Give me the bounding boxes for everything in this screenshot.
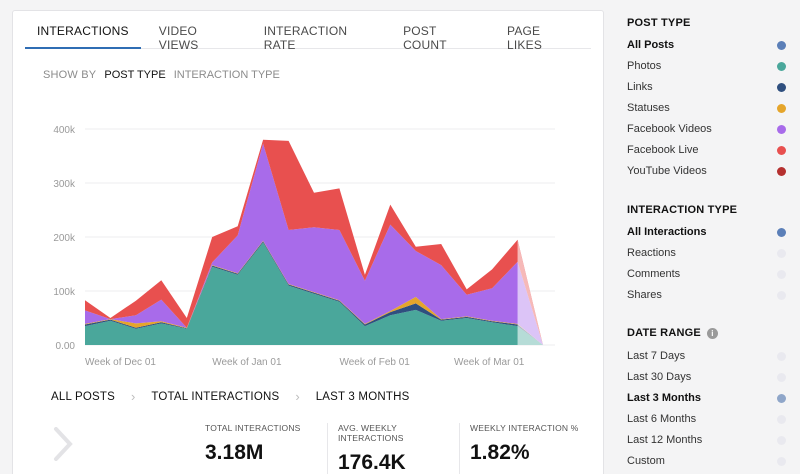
tab-post-count[interactable]: POST COUNT [403, 24, 447, 52]
tab-interactions[interactable]: INTERACTIONS [25, 11, 141, 49]
interaction-type-heading: INTERACTION TYPE [627, 204, 738, 216]
x-tick-label: Week of Feb 01 [339, 357, 410, 368]
date-range-last-6-months[interactable]: Last 6 Months [627, 413, 787, 425]
show-by-interaction-type[interactable]: INTERACTION TYPE [173, 69, 280, 81]
tab-video-views[interactable]: VIDEO VIEWS [158, 24, 199, 52]
post-type-facebook-videos[interactable]: Facebook Videos [627, 123, 787, 135]
color-dot [777, 146, 786, 155]
summary-stats: TOTAL INTERACTIONS 3.18M AVG. WEEKLY INT… [195, 423, 591, 474]
x-tick-label: Week of Dec 01 [85, 357, 156, 368]
y-tick-label: 0.00 [56, 341, 76, 352]
chevron-right-icon: › [131, 389, 136, 404]
date-range-last-30-days[interactable]: Last 30 Days [627, 371, 787, 383]
interaction-type-all-interactions[interactable]: All Interactions [627, 226, 787, 238]
filter-option-label: Reactions [627, 247, 676, 259]
color-dot [777, 457, 786, 466]
post-type-statuses[interactable]: Statuses [627, 102, 787, 114]
date-range-heading: DATE RANGE i [627, 327, 718, 339]
color-dot [777, 291, 786, 300]
interaction-type-comments[interactable]: Comments [627, 268, 787, 280]
partial-week-overlay [517, 239, 543, 345]
stat-label: WEEKLY INTERACTION % [470, 423, 579, 433]
color-dot [777, 125, 786, 134]
date-range-custom[interactable]: Custom [627, 455, 787, 467]
color-dot [777, 228, 786, 237]
interactions-area-chart: 400k 300k 200k 100k 0.00 Week of Dec 01 Week o… [53, 125, 555, 368]
color-dot [777, 394, 786, 403]
tab-interaction-rate[interactable]: INTERACTION RATE [263, 24, 348, 52]
color-dot [777, 167, 786, 176]
metric-tabs: INTERACTIONS VIDEO VIEWS INTERACTION RAT… [25, 11, 591, 52]
post-type-all-posts[interactable]: All Posts [627, 39, 787, 51]
filter-option-label: Custom [627, 455, 665, 467]
color-dot [777, 83, 786, 92]
breadcrumb-total-interactions[interactable]: TOTAL INTERACTIONS [151, 390, 280, 403]
tab-page-likes[interactable]: PAGE LIKES [507, 24, 543, 52]
post-type-facebook-live[interactable]: Facebook Live [627, 144, 787, 156]
stat-value: 1.82% [470, 441, 530, 464]
interaction-type-shares[interactable]: Shares [627, 289, 787, 301]
chevron-right-icon[interactable] [53, 427, 73, 461]
stat-value: 3.18M [205, 441, 264, 464]
area-links [85, 241, 543, 345]
filter-option-label: Last 6 Months [627, 413, 697, 425]
stat-label: AVG. WEEKLY INTERACTIONS [338, 423, 404, 443]
color-dot [777, 415, 786, 424]
color-dot [777, 104, 786, 113]
chevron-right-icon: › [295, 389, 300, 404]
y-tick-label: 200k [53, 233, 76, 244]
color-dot [777, 41, 786, 50]
filter-option-label: Links [627, 81, 653, 93]
filter-option-label: Last 12 Months [627, 434, 703, 446]
stat-avg-weekly-interactions: AVG. WEEKLY INTERACTIONS 176.4K [327, 423, 447, 474]
y-tick-label: 100k [53, 287, 76, 298]
filter-option-label: Last 3 Months [627, 392, 701, 404]
filter-option-label: Facebook Videos [627, 123, 712, 135]
show-by-label: SHOW BY [43, 69, 97, 81]
stat-value: 176.4K [338, 451, 406, 474]
filter-option-label: Facebook Live [627, 144, 699, 156]
y-tick-label: 400k [53, 125, 76, 136]
interaction-type-reactions[interactable]: Reactions [627, 247, 787, 259]
y-tick-label: 300k [53, 179, 76, 190]
x-tick-label: Week of Jan 01 [212, 357, 282, 368]
breadcrumb: ALL POSTS › TOTAL INTERACTIONS › LAST 3 … [51, 389, 409, 404]
area-photos [85, 242, 543, 345]
date-range-last-7-days[interactable]: Last 7 Days [627, 350, 787, 362]
stat-label: TOTAL INTERACTIONS [205, 423, 301, 433]
post-type-photos[interactable]: Photos [627, 60, 787, 72]
filter-option-label: Shares [627, 289, 662, 301]
post-type-heading: POST TYPE [627, 17, 691, 29]
filter-option-label: Last 30 Days [627, 371, 692, 383]
color-dot [777, 436, 786, 445]
x-tick-label: Week of Mar 01 [454, 357, 525, 368]
filter-option-label: All Posts [627, 39, 675, 51]
color-dot [777, 249, 786, 258]
info-icon[interactable]: i [706, 327, 718, 339]
color-dot [777, 373, 786, 382]
post-type-youtube-videos[interactable]: YouTube Videos [627, 165, 787, 177]
date-range-last-3-months[interactable]: Last 3 Months [627, 392, 787, 404]
main-panel: INTERACTIONS VIDEO VIEWS INTERACTION RAT… [12, 10, 604, 474]
color-dot [777, 270, 786, 279]
breadcrumb-last-3-months[interactable]: LAST 3 MONTHS [315, 390, 410, 403]
filter-option-label: Last 7 Days [627, 350, 686, 362]
breadcrumb-all-posts[interactable]: ALL POSTS [51, 390, 116, 403]
show-by-post-type[interactable]: POST TYPE [104, 69, 166, 81]
filter-option-label: Photos [627, 60, 662, 72]
date-range-last-12-months[interactable]: Last 12 Months [627, 434, 787, 446]
post-type-links[interactable]: Links [627, 81, 787, 93]
stat-weekly-interaction-rate: WEEKLY INTERACTION % 1.82% [459, 423, 579, 474]
show-by-control: SHOW BY POST TYPE INTERACTION TYPE [43, 69, 280, 81]
area-facebook-live [85, 139, 543, 345]
filter-option-label: YouTube Videos [627, 165, 707, 177]
color-dot [777, 352, 786, 361]
filter-option-label: Comments [627, 268, 681, 280]
stat-total-interactions: TOTAL INTERACTIONS 3.18M [195, 423, 315, 474]
color-dot [777, 62, 786, 71]
filter-option-label: Statuses [627, 102, 670, 114]
area-facebook-videos [85, 143, 543, 345]
filter-option-label: All Interactions [627, 226, 707, 238]
